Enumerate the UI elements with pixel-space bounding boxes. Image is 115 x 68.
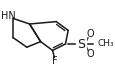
Text: S: S <box>76 37 84 51</box>
Text: O: O <box>86 29 93 39</box>
Text: CH₃: CH₃ <box>97 40 113 48</box>
Text: F: F <box>51 56 57 66</box>
Text: HN: HN <box>1 11 15 21</box>
Text: O: O <box>86 49 93 59</box>
